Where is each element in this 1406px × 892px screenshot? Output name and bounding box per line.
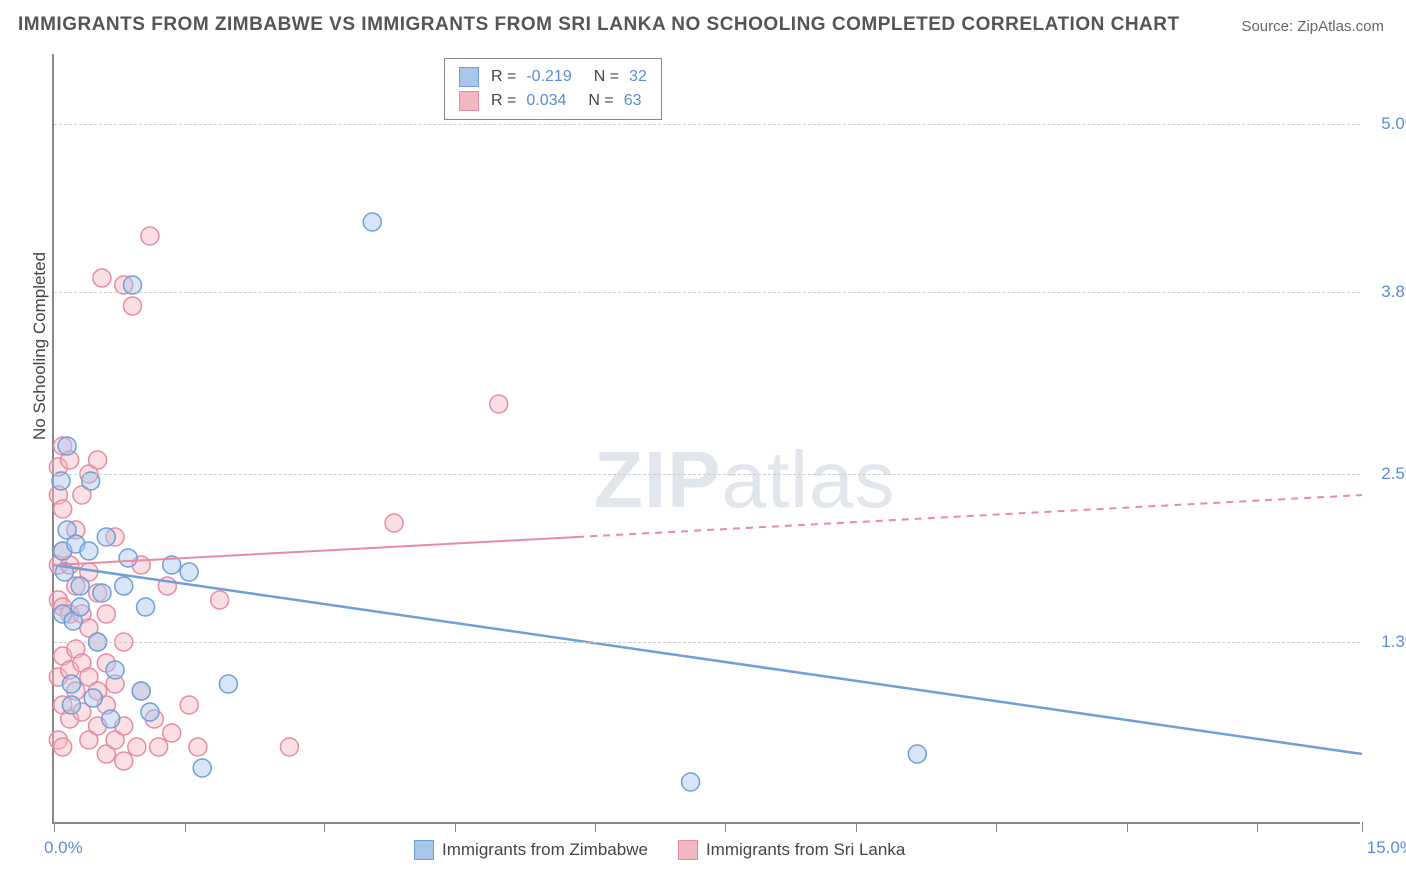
data-point-b <box>211 591 229 609</box>
gridline <box>54 292 1360 293</box>
trend-line-b-dashed <box>577 495 1362 537</box>
y-tick-label: 1.3% <box>1365 632 1406 652</box>
gridline <box>54 642 1360 643</box>
chart-title: IMMIGRANTS FROM ZIMBABWE VS IMMIGRANTS F… <box>18 14 1180 36</box>
data-point-b <box>54 738 72 756</box>
data-point-b <box>128 738 146 756</box>
x-tick <box>1127 822 1128 832</box>
gridline <box>54 124 1360 125</box>
x-axis-max-label: 15.0% <box>1367 838 1406 858</box>
legend-item-a: Immigrants from Zimbabwe <box>414 840 648 860</box>
swatch-series-a-icon <box>414 840 434 860</box>
swatch-series-b-icon <box>678 840 698 860</box>
data-point-b <box>490 395 508 413</box>
legend-series: Immigrants from Zimbabwe Immigrants from… <box>414 840 905 860</box>
legend-label-b: Immigrants from Sri Lanka <box>706 840 905 860</box>
x-tick <box>996 822 997 832</box>
gridline <box>54 474 1360 475</box>
y-tick-label: 5.0% <box>1365 114 1406 134</box>
data-point-a <box>219 675 237 693</box>
data-point-a <box>84 689 102 707</box>
data-point-a <box>119 549 137 567</box>
data-point-a <box>363 213 381 231</box>
x-tick <box>1257 822 1258 832</box>
trend-line-a <box>54 565 1362 754</box>
data-point-a <box>682 773 700 791</box>
data-point-a <box>62 696 80 714</box>
x-tick <box>1362 822 1363 832</box>
data-point-a <box>102 710 120 728</box>
data-point-a <box>106 661 124 679</box>
data-point-a <box>180 563 198 581</box>
x-axis-min-label: 0.0% <box>44 838 83 858</box>
data-point-b <box>163 724 181 742</box>
data-point-a <box>132 682 150 700</box>
legend-label-a: Immigrants from Zimbabwe <box>442 840 648 860</box>
data-point-a <box>93 584 111 602</box>
scatter-svg <box>54 54 1362 824</box>
source-label: Source: ZipAtlas.com <box>1241 18 1384 35</box>
data-point-a <box>62 675 80 693</box>
x-tick <box>324 822 325 832</box>
data-point-b <box>280 738 298 756</box>
data-point-a <box>58 437 76 455</box>
x-tick <box>856 822 857 832</box>
data-point-b <box>189 738 207 756</box>
x-tick <box>54 822 55 832</box>
x-tick <box>185 822 186 832</box>
plot-area: ZIPatlas R = -0.219 N = 32 R = 0.034 N =… <box>52 54 1360 824</box>
data-point-b <box>54 500 72 518</box>
data-point-b <box>123 297 141 315</box>
data-point-b <box>89 451 107 469</box>
y-axis-label: No Schooling Completed <box>30 252 50 440</box>
data-point-b <box>115 752 133 770</box>
data-point-b <box>93 269 111 287</box>
data-point-b <box>141 227 159 245</box>
x-tick <box>455 822 456 832</box>
chart-container: IMMIGRANTS FROM ZIMBABWE VS IMMIGRANTS F… <box>0 0 1406 892</box>
data-point-a <box>137 598 155 616</box>
x-tick <box>725 822 726 832</box>
data-point-b <box>97 605 115 623</box>
y-tick-label: 3.8% <box>1365 282 1406 302</box>
data-point-a <box>115 577 133 595</box>
y-tick-label: 2.5% <box>1365 464 1406 484</box>
x-tick <box>595 822 596 832</box>
data-point-a <box>193 759 211 777</box>
data-point-a <box>97 528 115 546</box>
legend-item-b: Immigrants from Sri Lanka <box>678 840 905 860</box>
data-point-a <box>71 577 89 595</box>
data-point-b <box>180 696 198 714</box>
data-point-a <box>71 598 89 616</box>
data-point-b <box>150 738 168 756</box>
data-point-a <box>141 703 159 721</box>
data-point-b <box>385 514 403 532</box>
data-point-a <box>80 542 98 560</box>
data-point-a <box>908 745 926 763</box>
